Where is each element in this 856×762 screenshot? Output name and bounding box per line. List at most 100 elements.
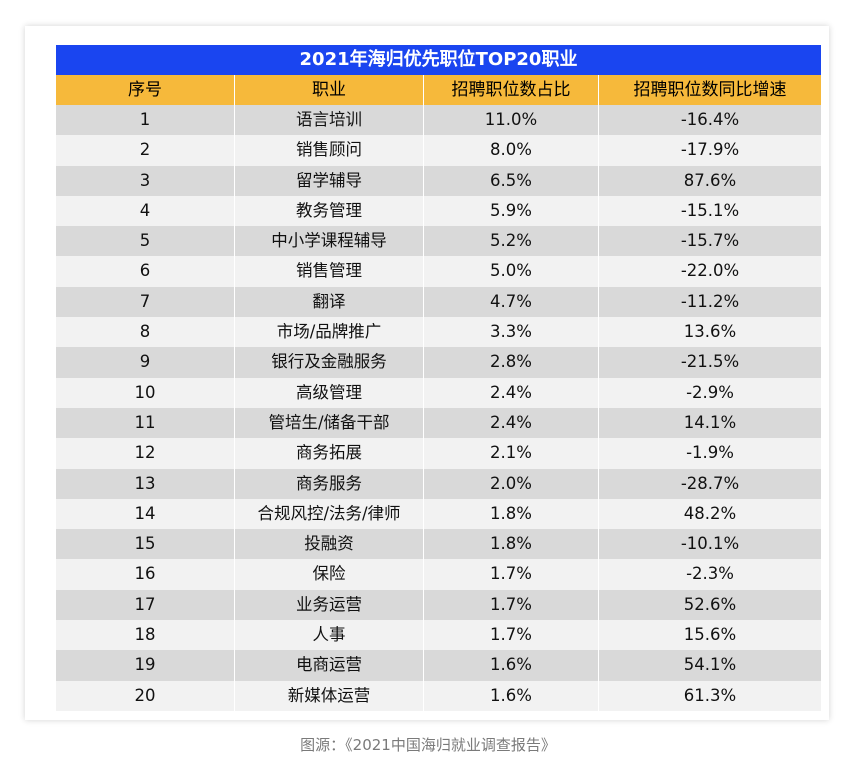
cell-share: 11.0% [424,105,599,136]
cell-yoy-growth: -11.2% [680,291,740,311]
cell-yoy-growth: -1.9% [686,443,734,463]
cell-yoy-growth: 48.2% [683,503,737,523]
cell-rank: 2 [56,135,235,166]
cell-occupation: 商务服务 [235,468,424,499]
cell-yoy-growth: -10.1% [680,534,740,554]
cell-rank: 7 [56,286,235,318]
table-card: 2021年海归优先职位TOP20职业 序号 职业 招聘职位数占比 招聘职位数同比… [25,26,829,720]
header-occupation: 职业 [235,75,424,105]
table-row: 18 人事 1.7% 15.6% [56,620,821,651]
cell-share: 2.4% [424,407,599,439]
cell-rank: 14 [56,498,235,530]
cell-yoy-growth: 61.3% [683,685,737,705]
cell-occupation: 投融资 [235,529,424,560]
cell-occupation: 新媒体运营 [235,680,424,711]
cell-occupation: 合规风控/法务/律师 [235,498,424,530]
cell-rank: 12 [56,438,235,469]
cell-share: 4.7% [424,286,599,318]
cell-occupation: 高级管理 [235,377,424,408]
table-row: 7 翻译 4.7% -11.2% [56,286,821,318]
cell-share: 8.0% [424,135,599,166]
cell-yoy-growth: -2.9% [686,382,734,402]
cell-occupation: 商务拓展 [235,438,424,469]
cell-share: 2.1% [424,438,599,469]
table-row: 20 新媒体运营 1.6% 61.3% [56,680,821,711]
table-row: 14 合规风控/法务/律师 1.8% 48.2% [56,498,821,530]
table-body: 1 语言培训 11.0% -16.4% 2 销售顾问 8.0% -17.9% 3 留学辅导 6.5%… [56,105,821,711]
cell-share: 5.2% [424,226,599,257]
cell-occupation: 留学辅导 [235,165,424,196]
table-title: 2021年海归优先职位TOP20职业 [56,45,821,75]
cell-yoy-growth: 13.6% [683,322,737,342]
cell-rank: 6 [56,256,235,287]
cell-occupation: 语言培训 [235,105,424,136]
cell-share: 6.5% [424,165,599,196]
table-row: 10 高级管理 2.4% -2.9% [56,377,821,408]
cell-share: 2.0% [424,468,599,499]
cell-rank: 10 [56,377,235,408]
cell-yoy-growth: 87.6% [683,170,737,190]
cell-yoy-growth: 54.1% [683,655,737,675]
cell-rank: 16 [56,559,235,590]
cell-yoy-growth: -21.5% [680,352,740,372]
cell-yoy-growth: -28.7% [680,473,740,493]
cell-rank: 20 [56,680,235,711]
cell-share: 1.8% [424,529,599,560]
data-table: 2021年海归优先职位TOP20职业 序号 职业 招聘职位数占比 招聘职位数同比… [56,45,821,711]
cell-rank: 13 [56,468,235,499]
cell-share: 1.7% [424,620,599,651]
cell-rank: 15 [56,529,235,560]
header-yoy-growth: 招聘职位数同比增速 [633,80,787,100]
cell-share: 1.8% [424,498,599,530]
cell-rank: 5 [56,226,235,257]
cell-share: 2.8% [424,347,599,378]
cell-rank: 8 [56,317,235,348]
cell-yoy-growth: -17.9% [680,140,740,160]
source-caption: 图源：《2021中国海归就业调查报告》 [300,736,556,754]
cell-occupation: 销售顾问 [235,135,424,166]
cell-occupation: 电商运营 [235,650,424,681]
cell-yoy-growth: -22.0% [680,261,740,281]
header-share: 招聘职位数占比 [424,75,599,105]
table-row: 6 销售管理 5.0% -22.0% [56,256,821,287]
cell-occupation: 中小学课程辅导 [235,226,424,257]
cell-yoy-growth: -15.7% [680,231,740,251]
cell-rank: 18 [56,620,235,651]
cell-share: 3.3% [424,317,599,348]
table-row: 5 中小学课程辅导 5.2% -15.7% [56,226,821,257]
cell-occupation: 销售管理 [235,256,424,287]
cell-occupation: 市场/品牌推广 [235,317,424,348]
cell-rank: 19 [56,650,235,681]
cell-occupation: 银行及金融服务 [235,347,424,378]
table-row: 15 投融资 1.8% -10.1% [56,529,821,560]
cell-rank: 1 [56,105,235,136]
cell-share: 5.0% [424,256,599,287]
cell-rank: 9 [56,347,235,378]
cell-occupation: 人事 [235,620,424,651]
cell-rank: 4 [56,195,235,227]
table-row: 8 市场/品牌推广 3.3% 13.6% [56,317,821,348]
table-header-row: 序号 职业 招聘职位数占比 招聘职位数同比增速 [56,75,821,105]
table-row: 17 业务运营 1.7% 52.6% [56,589,821,621]
table-row: 11 管培生/储备干部 2.4% 14.1% [56,407,821,439]
cell-share: 2.4% [424,377,599,408]
table-row: 9 银行及金融服务 2.8% -21.5% [56,347,821,378]
cell-occupation: 管培生/储备干部 [235,407,424,439]
table-row: 3 留学辅导 6.5% 87.6% [56,165,821,196]
cell-yoy-growth: -16.4% [680,110,740,129]
cell-occupation: 业务运营 [235,589,424,621]
table-row: 1 语言培训 11.0% -16.4% [56,105,821,136]
cell-share: 1.7% [424,559,599,590]
cell-yoy-growth: -15.1% [680,200,740,220]
table-row: 16 保险 1.7% -2.3% [56,559,821,590]
cell-yoy-growth: 15.6% [683,625,737,645]
table-row: 12 商务拓展 2.1% -1.9% [56,438,821,469]
cell-share: 1.6% [424,680,599,711]
cell-yoy-growth: 52.6% [683,594,737,614]
cell-yoy-growth: -2.3% [686,564,734,584]
cell-rank: 11 [56,407,235,439]
table-row: 13 商务服务 2.0% -28.7% [56,468,821,499]
cell-rank: 17 [56,589,235,621]
table-row: 19 电商运营 1.6% 54.1% [56,650,821,681]
cell-rank: 3 [56,165,235,196]
